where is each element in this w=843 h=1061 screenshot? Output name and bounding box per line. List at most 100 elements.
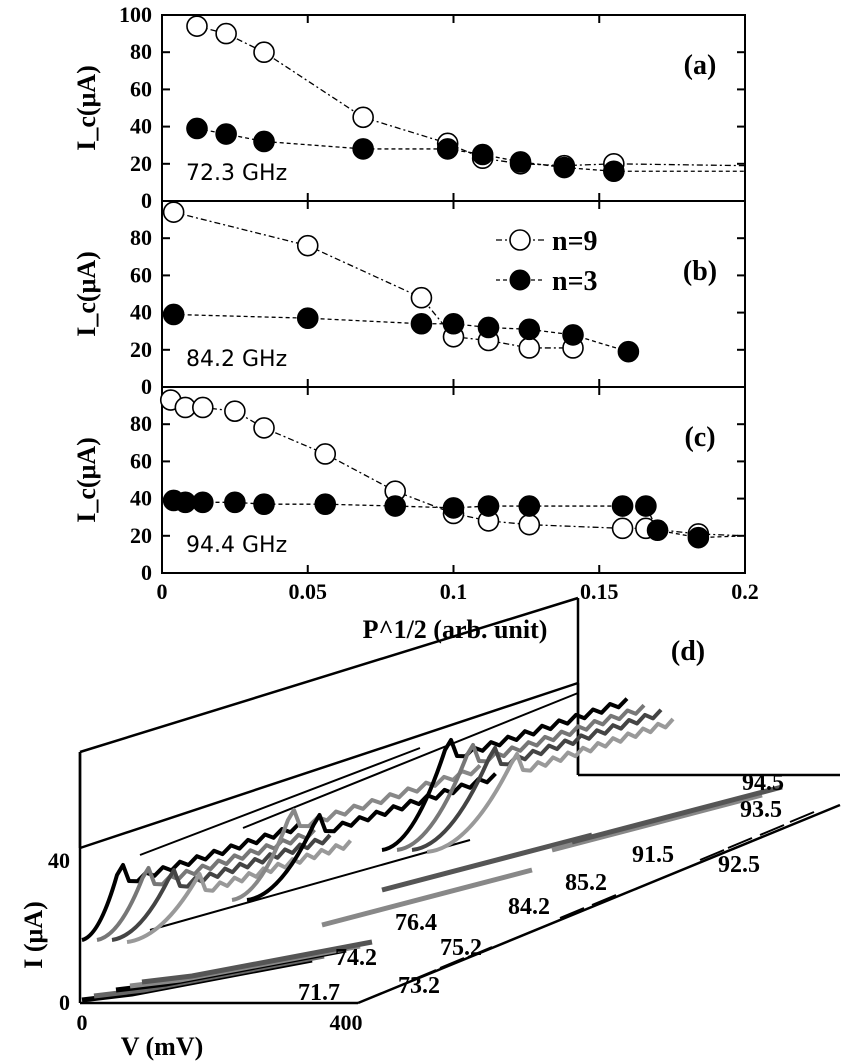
iv-trace <box>126 839 353 944</box>
data-point-n=3 <box>471 143 494 166</box>
depth-label-73-2: 73.2 <box>398 973 440 999</box>
panel-a-y-axis-label: I_c(μA) <box>72 65 101 151</box>
panel-a-y-tick-label: 0 <box>141 188 152 213</box>
data-point-n=3 <box>617 340 640 363</box>
panel-a-y-tick-label: 60 <box>130 76 152 101</box>
depth-label-84-2: 84.2 <box>508 894 550 920</box>
panel-a-lines <box>196 25 746 172</box>
legend-n3-label: n=3 <box>552 266 598 297</box>
x-axis-label: P^1/2 (arb. unit) <box>363 615 548 644</box>
panel-b-label: (b) <box>683 256 717 287</box>
d-x-tick-0: 0 <box>77 1010 88 1035</box>
series-line-n=3 <box>196 127 745 172</box>
panel-c-y-axis-label: I_c(μA) <box>72 437 101 523</box>
data-point-n=3 <box>215 123 237 145</box>
d-x-axis-label: V (mV) <box>121 1032 204 1061</box>
data-point-n=9 <box>518 337 541 359</box>
data-point-n=3 <box>296 307 319 329</box>
data-point-n=9 <box>186 15 208 37</box>
data-point-n=9 <box>611 517 634 540</box>
iv-trace-flat <box>141 939 373 985</box>
iv-trace-flat <box>551 792 763 853</box>
panel-b-y-axis-label: I_c(μA) <box>72 251 101 337</box>
panel-b-frequency: 84.2 GHz <box>186 347 287 372</box>
data-point-n=3 <box>553 156 576 179</box>
data-point-n=9 <box>215 22 237 45</box>
panel-d: (d) <box>19 596 841 1061</box>
legend-n3-marker <box>509 269 531 291</box>
iv-trace <box>111 833 332 942</box>
iv-trace-flat <box>381 832 593 893</box>
depth-label-91-5: 91.5 <box>632 842 674 868</box>
data-point-n=3 <box>477 495 500 517</box>
iv-trace-flat <box>571 784 783 845</box>
d-y-tick-40: 40 <box>48 848 70 873</box>
data-point-n=3 <box>162 303 185 326</box>
x-tick-label: 0.15 <box>580 579 619 604</box>
panel-a-y-tick-label: 40 <box>130 114 152 139</box>
panel-c: 0 20 40 60 80 0 0.05 0.1 0.15 0.2 (c) 94.4 GHz I… <box>72 386 759 644</box>
panel-c-x-ticks: 0 0.05 0.1 0.15 0.2 <box>157 387 759 604</box>
panel-a-label: (a) <box>684 50 717 81</box>
data-point-n=3 <box>611 495 634 517</box>
panel-b-marks <box>162 201 640 363</box>
data-point-n=3 <box>410 312 433 335</box>
panel-a-y-tick-label: 80 <box>130 39 152 64</box>
data-point-n=3 <box>562 324 584 346</box>
data-point-n=3 <box>436 138 459 160</box>
panel-c-y-tick-label: 60 <box>130 448 152 473</box>
depth-label-76-4: 76.4 <box>395 910 437 936</box>
data-point-n=3 <box>314 493 337 515</box>
data-point-n=3 <box>518 318 541 341</box>
data-point-n=3 <box>518 495 541 517</box>
iv-trace <box>96 828 316 942</box>
panel-d-label: (d) <box>671 636 705 667</box>
data-point-n=9 <box>352 106 374 129</box>
data-point-n=9 <box>224 400 246 422</box>
series-line-n=9 <box>170 399 746 537</box>
panel-b-y-tick-label: 40 <box>130 300 152 325</box>
panel-a-y-tick-label: 100 <box>119 2 152 27</box>
depth-label-92-5: 92.5 <box>718 852 760 878</box>
data-point-n=9 <box>314 443 337 465</box>
series-line-n=9 <box>196 25 746 167</box>
data-point-n=3 <box>477 316 500 339</box>
panel-b-y-tick-label: 80 <box>130 225 152 250</box>
data-point-n=3 <box>224 491 246 514</box>
data-point-n=3 <box>253 130 275 153</box>
panel-c-y-ticks: 0 20 40 60 80 <box>130 411 745 585</box>
data-point-n=9 <box>162 201 185 223</box>
data-point-n=3 <box>603 160 625 183</box>
panel-c-marks <box>159 389 710 549</box>
waterfall-frame <box>78 596 841 1005</box>
data-point-n=9 <box>253 417 275 439</box>
x-tick-label: 0.2 <box>731 579 759 604</box>
data-point-n=3 <box>442 497 465 519</box>
panel-b-y-tick-label: 20 <box>130 337 152 362</box>
x-tick-label: 0.1 <box>440 579 468 604</box>
iv-trace <box>426 717 675 854</box>
panel-c-y-tick-label: 20 <box>130 523 152 548</box>
data-point-n=3 <box>384 495 407 517</box>
depth-label-93-5: 93.5 <box>740 797 782 823</box>
panel-c-y-tick-label: 80 <box>130 411 152 436</box>
data-point-n=9 <box>296 234 319 257</box>
panel-b: 0 20 40 60 80 (b) 84.2 GHz I_c(μA) n=9 n=3 <box>72 200 746 399</box>
data-point-n=3 <box>192 491 214 514</box>
data-point-n=9 <box>410 286 433 309</box>
panel-b-y-tick-label: 0 <box>141 374 152 399</box>
data-point-n=9 <box>518 513 541 536</box>
data-point-n=3 <box>635 495 657 517</box>
panel-c-label: (c) <box>684 422 715 453</box>
x-tick-label: 0 <box>157 579 168 604</box>
panel-c-frequency: 94.4 GHz <box>186 533 287 558</box>
data-point-n=3 <box>646 519 669 542</box>
panel-c-y-tick-label: 40 <box>130 486 152 511</box>
data-point-n=3 <box>352 138 374 160</box>
legend: n=9 n=3 <box>496 226 598 297</box>
depth-label-71-7: 71.7 <box>298 980 340 1006</box>
depth-label-74-2: 74.2 <box>335 945 377 971</box>
data-point-n=3 <box>442 312 465 335</box>
data-point-n=9 <box>253 41 275 64</box>
